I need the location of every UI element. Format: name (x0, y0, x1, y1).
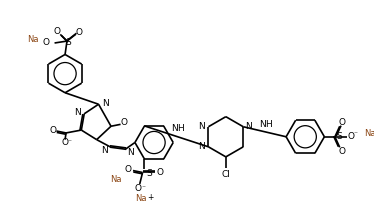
Text: O: O (348, 132, 355, 141)
Text: N: N (74, 108, 80, 117)
Text: O: O (62, 138, 68, 147)
Text: O: O (76, 28, 83, 37)
Text: S: S (65, 37, 71, 46)
Text: Na: Na (110, 175, 122, 184)
Text: +: + (147, 193, 153, 202)
Text: N: N (171, 124, 178, 133)
Text: N: N (245, 122, 252, 131)
Text: N: N (198, 142, 205, 151)
Text: ⁻: ⁻ (354, 129, 358, 138)
Text: O: O (43, 37, 50, 46)
Text: N: N (127, 148, 134, 157)
Text: O: O (134, 184, 141, 193)
Text: Na: Na (364, 129, 374, 138)
Text: N: N (102, 99, 109, 108)
Text: ⁻: ⁻ (141, 183, 145, 192)
Text: H: H (177, 124, 184, 133)
Text: O: O (338, 118, 345, 127)
Text: ⁻: ⁻ (68, 137, 72, 146)
Text: H: H (265, 120, 272, 129)
Text: O: O (156, 168, 163, 177)
Text: N: N (260, 120, 266, 129)
Text: Na: Na (135, 194, 146, 203)
Text: O: O (125, 165, 132, 174)
Text: O: O (121, 118, 128, 127)
Text: S: S (336, 132, 341, 141)
Text: O: O (338, 147, 345, 156)
Text: N: N (198, 122, 205, 131)
Text: O: O (49, 125, 56, 134)
Text: Cl: Cl (221, 170, 230, 178)
Text: S: S (146, 169, 152, 178)
Text: +: + (372, 127, 374, 136)
Text: Na: Na (27, 35, 38, 44)
Text: N: N (101, 146, 108, 155)
Text: O: O (54, 27, 61, 36)
